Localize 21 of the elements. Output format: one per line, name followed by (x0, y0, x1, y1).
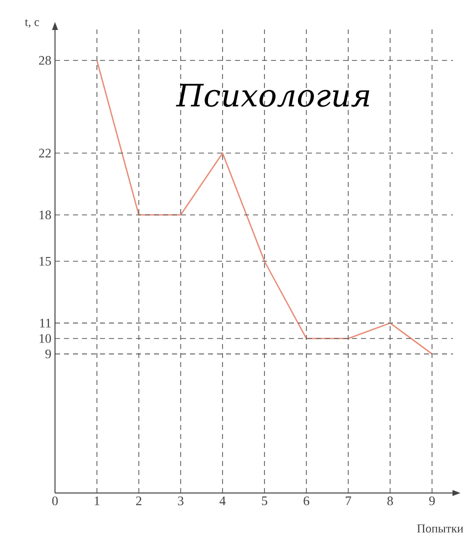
y-tick-label: 10 (40, 334, 51, 343)
y-tick-label: 11 (40, 318, 51, 328)
y-tick-label: 28 (39, 56, 51, 65)
x-tick-label: 6 (304, 496, 310, 506)
x-tick-label: 0 (52, 496, 58, 506)
y-tick-label: 15 (40, 256, 51, 266)
y-tick-label: 9 (45, 350, 51, 358)
x-tick-label: 8 (387, 496, 393, 506)
x-tick-label: 9 (429, 496, 435, 506)
x-tick-label: 4 (220, 496, 226, 506)
x-axis-title: Попытки (417, 524, 464, 532)
y-axis-title: t, с (24, 19, 40, 28)
x-tick-label: 7 (346, 496, 352, 506)
y-tick-label: 18 (40, 210, 51, 220)
x-tick-label: 5 (262, 496, 268, 506)
x-tick-label: 2 (136, 496, 142, 506)
y-tick-label: 22 (39, 148, 51, 158)
text: Психология (176, 84, 370, 107)
x-tick-label: 3 (178, 496, 184, 506)
line-series (96, 60, 433, 355)
x-tick-label: 1 (94, 496, 100, 506)
